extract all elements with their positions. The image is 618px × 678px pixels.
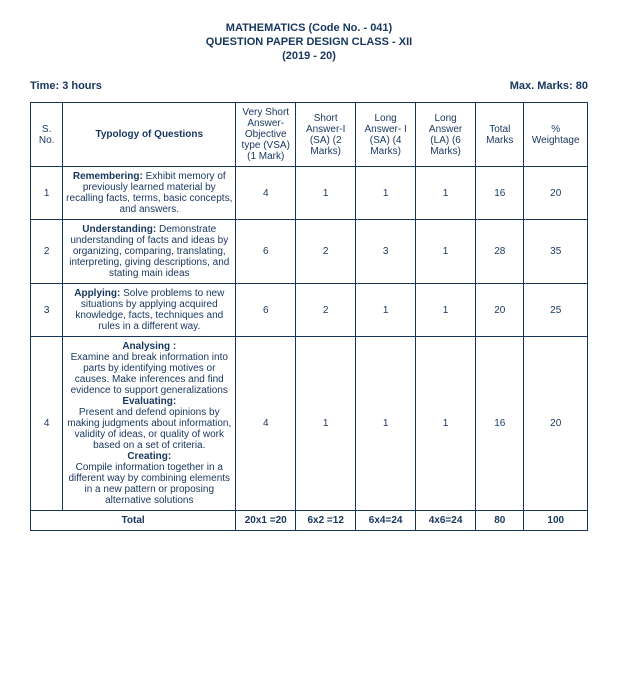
cell-sno: 4 [31, 337, 63, 511]
cell-vsa: 6 [236, 284, 296, 337]
typology-title: Applying: [74, 288, 120, 299]
table-header-row: S. No. Typology of Questions Very Short … [31, 103, 588, 167]
cell-typology: Analysing : Examine and break informatio… [63, 337, 236, 511]
header-subject: MATHEMATICS (Code No. - 041) [30, 22, 588, 34]
col-la1: Long Answer- I (SA) (4 Marks) [356, 103, 416, 167]
footer-la2: 4x6=24 [416, 511, 476, 531]
col-la2: Long Answer (LA) (6 Marks) [416, 103, 476, 167]
col-total: Total Marks [476, 103, 524, 167]
header-title: QUESTION PAPER DESIGN CLASS - XII [30, 36, 588, 48]
cell-weight: 35 [524, 220, 588, 284]
typology-title: Analysing : [122, 341, 176, 352]
cell-total: 28 [476, 220, 524, 284]
cell-la2: 1 [416, 337, 476, 511]
cell-weight: 20 [524, 337, 588, 511]
col-sno: S. No. [31, 103, 63, 167]
cell-sa: 1 [296, 167, 356, 220]
col-sa: Short Answer-I (SA) (2 Marks) [296, 103, 356, 167]
meta-row: Time: 3 hours Max. Marks: 80 [30, 80, 588, 92]
table-row: 4 Analysing : Examine and break informat… [31, 337, 588, 511]
typology-title: Evaluating: [122, 396, 176, 407]
footer-weight: 100 [524, 511, 588, 531]
typology-desc: Examine and break information into parts… [65, 352, 233, 396]
header-year: (2019 - 20) [30, 50, 588, 62]
cell-total: 16 [476, 167, 524, 220]
typology-title: Understanding: [82, 224, 156, 235]
cell-vsa: 4 [236, 167, 296, 220]
cell-sa: 2 [296, 220, 356, 284]
cell-la1: 1 [356, 167, 416, 220]
time-label: Time: 3 hours [30, 80, 102, 92]
cell-la1: 1 [356, 337, 416, 511]
table-row: 1 Remembering: Exhibit memory of previou… [31, 167, 588, 220]
footer-la1: 6x4=24 [356, 511, 416, 531]
cell-sno: 2 [31, 220, 63, 284]
cell-total: 16 [476, 337, 524, 511]
typology-desc: Present and defend opinions by making ju… [65, 407, 233, 451]
cell-la1: 1 [356, 284, 416, 337]
cell-la2: 1 [416, 220, 476, 284]
document-header: MATHEMATICS (Code No. - 041) QUESTION PA… [30, 22, 588, 62]
footer-vsa: 20x1 =20 [236, 511, 296, 531]
typology-desc: Compile information together in a differ… [65, 462, 233, 506]
cell-sa: 2 [296, 284, 356, 337]
footer-sa: 6x2 =12 [296, 511, 356, 531]
table-footer-row: Total 20x1 =20 6x2 =12 6x4=24 4x6=24 80 … [31, 511, 588, 531]
cell-la2: 1 [416, 284, 476, 337]
cell-weight: 20 [524, 167, 588, 220]
cell-la1: 3 [356, 220, 416, 284]
footer-total: 80 [476, 511, 524, 531]
col-vsa: Very Short Answer- Objective type (VSA) … [236, 103, 296, 167]
cell-total: 20 [476, 284, 524, 337]
cell-la2: 1 [416, 167, 476, 220]
cell-sno: 3 [31, 284, 63, 337]
col-typology: Typology of Questions [63, 103, 236, 167]
cell-typology: Understanding: Demonstrate understanding… [63, 220, 236, 284]
cell-vsa: 4 [236, 337, 296, 511]
typology-title: Remembering: [73, 171, 143, 182]
cell-sa: 1 [296, 337, 356, 511]
typology-title: Creating: [127, 451, 171, 462]
table-row: 3 Applying: Solve problems to new situat… [31, 284, 588, 337]
cell-weight: 25 [524, 284, 588, 337]
footer-label: Total [31, 511, 236, 531]
table-row: 2 Understanding: Demonstrate understandi… [31, 220, 588, 284]
col-weight: % Weightage [524, 103, 588, 167]
cell-vsa: 6 [236, 220, 296, 284]
cell-sno: 1 [31, 167, 63, 220]
typology-table: S. No. Typology of Questions Very Short … [30, 102, 588, 531]
max-marks-label: Max. Marks: 80 [510, 80, 588, 92]
cell-typology: Remembering: Exhibit memory of previousl… [63, 167, 236, 220]
cell-typology: Applying: Solve problems to new situatio… [63, 284, 236, 337]
